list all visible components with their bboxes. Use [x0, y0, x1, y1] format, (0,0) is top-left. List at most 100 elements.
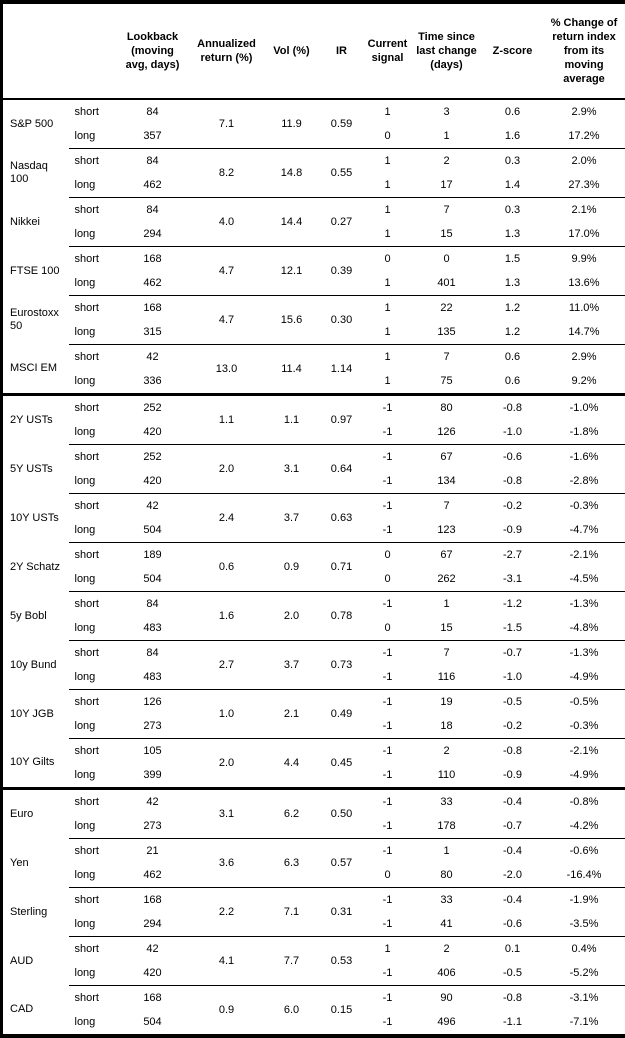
- lookback-value: 168: [117, 888, 189, 913]
- z-score-value: 1.4: [483, 173, 543, 198]
- vol-value: 3.7: [265, 641, 319, 690]
- row-label-long: long: [69, 271, 117, 296]
- pct-change-value: -4.7%: [543, 518, 625, 543]
- vol-value: 6.2: [265, 789, 319, 839]
- column-header-pct: % Change of return index from its moving…: [543, 2, 625, 99]
- pct-change-value: -3.5%: [543, 912, 625, 937]
- current-signal-value: 1: [365, 296, 411, 321]
- time-since-change-value: 19: [411, 690, 483, 715]
- pct-change-value: -1.9%: [543, 888, 625, 913]
- row-label-short: short: [69, 937, 117, 962]
- lookback-value: 84: [117, 592, 189, 617]
- row-label-short: short: [69, 99, 117, 124]
- annualized-return-value: 4.7: [189, 296, 265, 345]
- vol-value: 14.8: [265, 149, 319, 198]
- z-score-value: 1.5: [483, 247, 543, 272]
- row-label-short: short: [69, 789, 117, 815]
- time-since-change-value: 1: [411, 124, 483, 149]
- current-signal-value: 0: [365, 863, 411, 888]
- annualized-return-value: 2.0: [189, 445, 265, 494]
- pct-change-value: 17.2%: [543, 124, 625, 149]
- pct-change-value: -3.1%: [543, 986, 625, 1011]
- instrument-name: MSCI EM: [2, 345, 69, 395]
- current-signal-value: 1: [365, 320, 411, 345]
- time-since-change-value: 135: [411, 320, 483, 345]
- pct-change-value: 2.9%: [543, 99, 625, 124]
- pct-change-value: 14.7%: [543, 320, 625, 345]
- pct-change-value: -5.2%: [543, 961, 625, 986]
- instrument-name: Euro: [2, 789, 69, 839]
- row-label-long: long: [69, 469, 117, 494]
- lookback-value: 189: [117, 543, 189, 568]
- current-signal-value: -1: [365, 739, 411, 764]
- instrument-name: 10Y USTs: [2, 494, 69, 543]
- current-signal-value: 1: [365, 222, 411, 247]
- annualized-return-value: 8.2: [189, 149, 265, 198]
- row-label-long: long: [69, 567, 117, 592]
- pct-change-value: 13.6%: [543, 271, 625, 296]
- time-since-change-value: 33: [411, 789, 483, 815]
- time-since-change-value: 7: [411, 494, 483, 519]
- lookback-value: 21: [117, 839, 189, 864]
- row-label-long: long: [69, 665, 117, 690]
- current-signal-value: -1: [365, 1010, 411, 1036]
- annualized-return-value: 0.9: [189, 986, 265, 1037]
- time-since-change-value: 123: [411, 518, 483, 543]
- time-since-change-value: 17: [411, 173, 483, 198]
- current-signal-value: 0: [365, 567, 411, 592]
- vol-value: 3.1: [265, 445, 319, 494]
- pct-change-value: 2.0%: [543, 149, 625, 174]
- z-score-value: -0.7: [483, 814, 543, 839]
- time-since-change-value: 110: [411, 763, 483, 789]
- z-score-value: -1.5: [483, 616, 543, 641]
- pct-change-value: 2.9%: [543, 345, 625, 370]
- column-header-pos: [69, 2, 117, 99]
- lookback-value: 294: [117, 912, 189, 937]
- ir-value: 0.57: [319, 839, 365, 888]
- pct-change-value: -4.9%: [543, 763, 625, 789]
- time-since-change-value: 134: [411, 469, 483, 494]
- time-since-change-value: 262: [411, 567, 483, 592]
- time-since-change-value: 406: [411, 961, 483, 986]
- z-score-value: 1.2: [483, 296, 543, 321]
- lookback-value: 420: [117, 469, 189, 494]
- time-since-change-value: 75: [411, 369, 483, 395]
- z-score-value: -0.4: [483, 789, 543, 815]
- lookback-value: 504: [117, 567, 189, 592]
- annualized-return-value: 3.6: [189, 839, 265, 888]
- row-label-long: long: [69, 863, 117, 888]
- z-score-value: -0.8: [483, 739, 543, 764]
- row-label-short: short: [69, 592, 117, 617]
- pct-change-value: -1.3%: [543, 641, 625, 666]
- instrument-name: 10Y Gilts: [2, 739, 69, 789]
- time-since-change-value: 7: [411, 641, 483, 666]
- instrument-name: 5y Bobl: [2, 592, 69, 641]
- pct-change-value: -4.2%: [543, 814, 625, 839]
- instrument-name: 2Y USTs: [2, 395, 69, 445]
- z-score-value: -2.0: [483, 863, 543, 888]
- vol-value: 2.0: [265, 592, 319, 641]
- annualized-return-value: 4.1: [189, 937, 265, 986]
- lookback-value: 42: [117, 789, 189, 815]
- annualized-return-value: 0.6: [189, 543, 265, 592]
- current-signal-value: -1: [365, 814, 411, 839]
- ir-value: 0.31: [319, 888, 365, 937]
- row-label-short: short: [69, 739, 117, 764]
- z-score-value: -3.1: [483, 567, 543, 592]
- current-signal-value: -1: [365, 494, 411, 519]
- z-score-value: -2.7: [483, 543, 543, 568]
- time-since-change-value: 22: [411, 296, 483, 321]
- vol-value: 15.6: [265, 296, 319, 345]
- row-label-short: short: [69, 690, 117, 715]
- z-score-value: -1.1: [483, 1010, 543, 1036]
- annualized-return-value: 2.2: [189, 888, 265, 937]
- vol-value: 4.4: [265, 739, 319, 789]
- z-score-value: 0.3: [483, 149, 543, 174]
- lookback-value: 483: [117, 616, 189, 641]
- ir-value: 0.30: [319, 296, 365, 345]
- row-label-short: short: [69, 641, 117, 666]
